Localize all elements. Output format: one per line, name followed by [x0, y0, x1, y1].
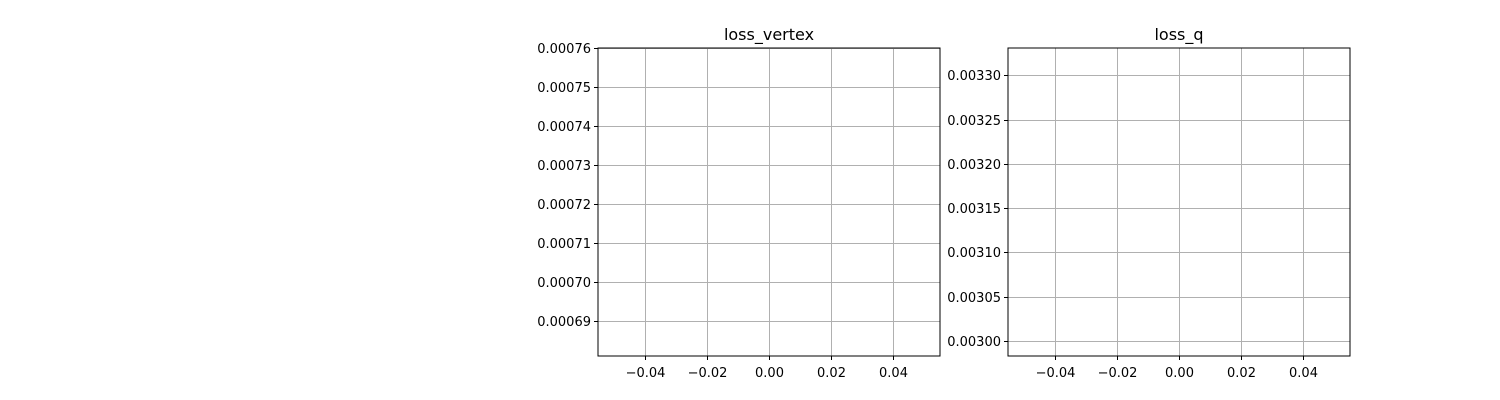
y-tick-label: 0.00076: [537, 42, 591, 57]
plot-loss-q: −0.04 −0.02 0.00 0.02 0.04 0.00300 0.00305 0.00…: [947, 25, 1351, 381]
y-tick-label: 0.00305: [947, 291, 1001, 306]
y-tick-label: 0.00325: [947, 114, 1001, 129]
y-tick-label: 0.00070: [537, 276, 591, 291]
x-tick-label: −0.02: [1098, 366, 1138, 381]
y-tick-label: 0.00320: [947, 158, 1001, 173]
y-tick-label: 0.00310: [947, 246, 1001, 261]
x-tick-label: 0.02: [817, 366, 846, 381]
x-tick-label: 0.04: [1289, 366, 1318, 381]
y-tick-label: 0.00074: [537, 120, 591, 135]
y-tick-label: 0.00300: [947, 335, 1001, 350]
x-tick-label: 0.04: [879, 366, 908, 381]
plot-title: loss_vertex: [724, 25, 814, 45]
y-tick-label: 0.00073: [537, 159, 591, 174]
x-tick-label: −0.04: [626, 366, 666, 381]
y-tick-label: 0.00072: [537, 198, 591, 213]
plot-frame: [1007, 47, 1351, 357]
y-tick-label: 0.00330: [947, 69, 1001, 84]
plot-frame: [597, 47, 941, 357]
x-tick-label: 0.00: [1165, 366, 1194, 381]
y-tick-label: 0.00071: [537, 237, 591, 252]
y-tick-label: 0.00069: [537, 315, 591, 330]
x-tick-label: 0.02: [1227, 366, 1256, 381]
x-tick-label: 0.00: [755, 366, 784, 381]
y-tick-label: 0.00315: [947, 202, 1001, 217]
plot-loss-vertex: −0.04 −0.02 0.00 0.02 0.04 0.00069 0.00070 0.00…: [537, 25, 941, 381]
x-tick-label: −0.04: [1036, 366, 1076, 381]
plot-title: loss_q: [1154, 25, 1203, 45]
x-tick-label: −0.02: [688, 366, 728, 381]
y-tick-label: 0.00075: [537, 81, 591, 96]
